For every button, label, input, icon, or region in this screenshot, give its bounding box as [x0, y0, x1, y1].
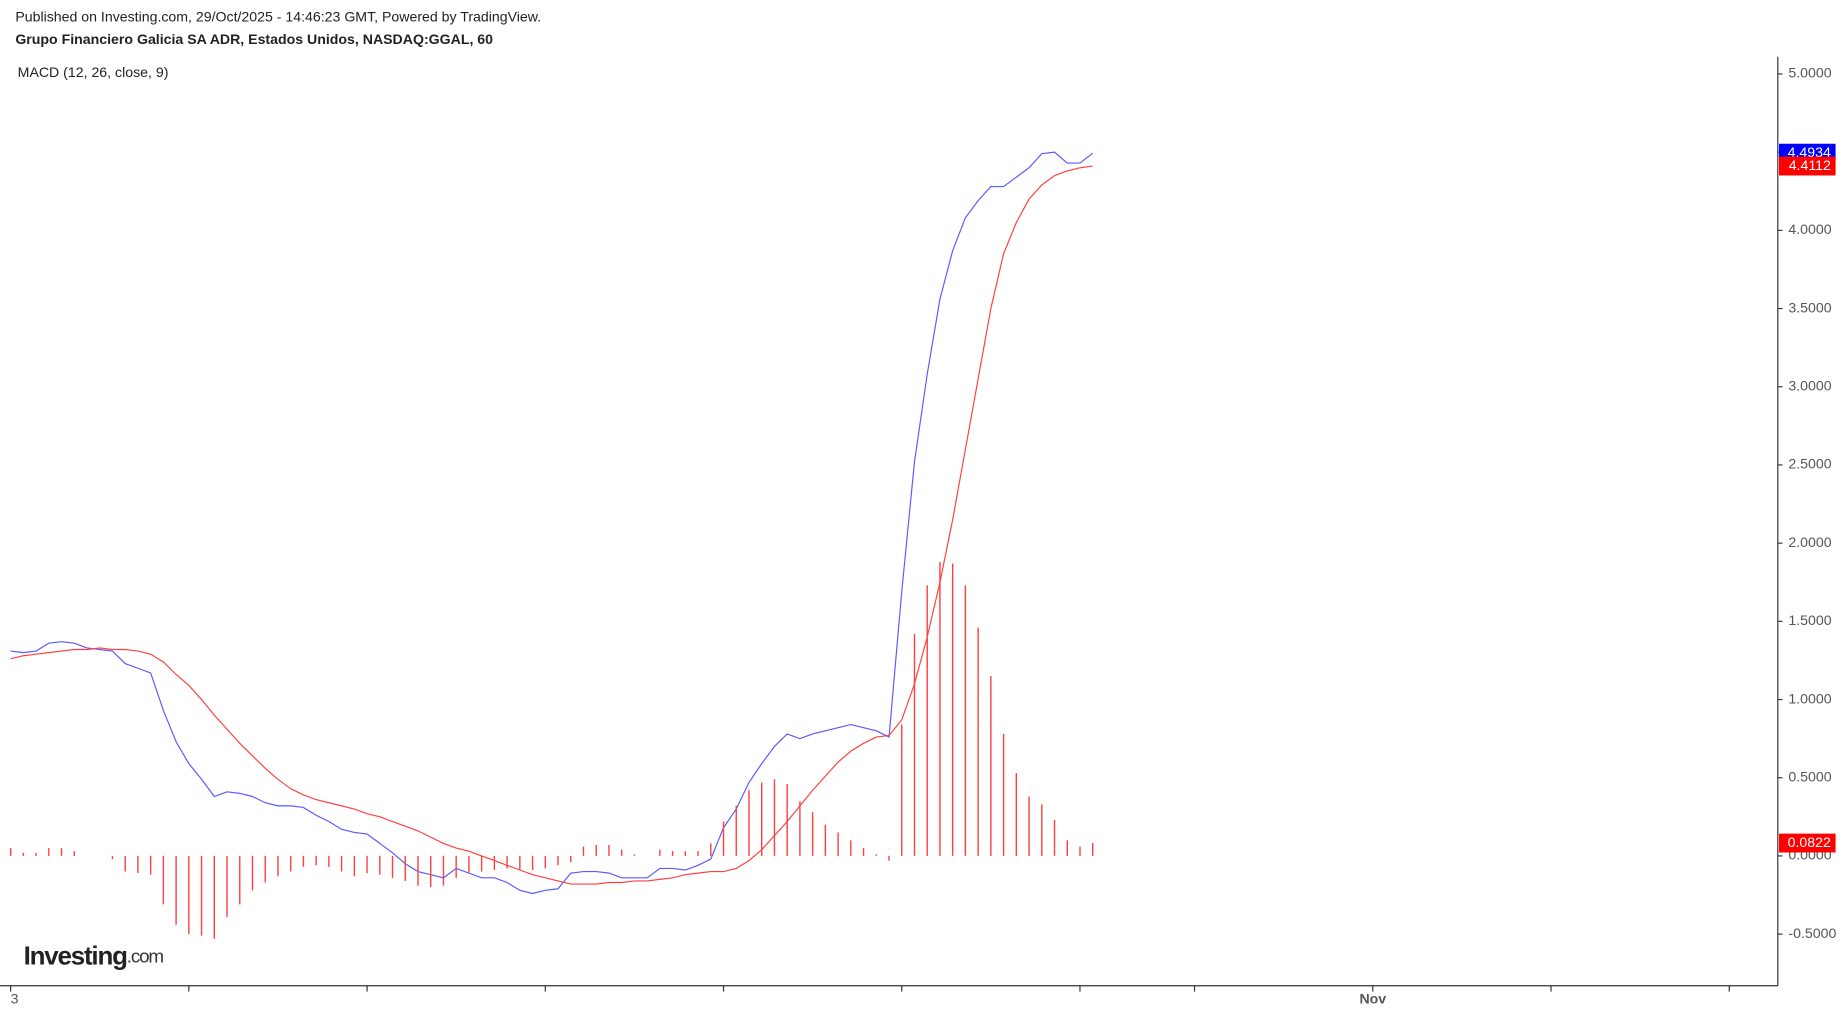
y-tick-label: 4.0000 — [1788, 221, 1831, 237]
y-tick-label: 3.5000 — [1788, 299, 1831, 315]
indicator-title: MACD (12, 26, close, 9) — [18, 64, 169, 80]
x-tick-label: Nov — [1359, 991, 1386, 1007]
instrument-title: Grupo Financiero Galicia SA ADR, Estados… — [15, 31, 493, 47]
last-value-badge — [1778, 156, 1836, 176]
logo-main: Investing — [24, 942, 128, 970]
published-note: Published on Investing.com, 29/Oct/2025 … — [15, 9, 541, 25]
y-tick-label: 1.0000 — [1788, 690, 1831, 706]
y-tick-label: -0.5000 — [1788, 925, 1836, 941]
last-value-label: 4.4934 — [1788, 144, 1831, 160]
x-tick-label: 3 — [11, 991, 19, 1007]
last-value-label: 0.0822 — [1788, 834, 1831, 850]
y-tick-label: 3.0000 — [1788, 377, 1831, 393]
last-value-badge — [1778, 833, 1836, 853]
macd-line — [10, 151, 1094, 895]
y-tick-label: 0.5000 — [1788, 768, 1831, 784]
y-tick-label: 5.0000 — [1788, 65, 1831, 81]
macd-line — [10, 165, 1093, 885]
last-value-label: 4.4112 — [1789, 157, 1831, 173]
logo-suffix: .com — [127, 945, 164, 966]
y-tick-label: 1.5000 — [1788, 612, 1831, 628]
y-tick-label: 2.5000 — [1788, 456, 1831, 472]
logo: Investing.com — [24, 942, 164, 970]
y-tick-label: 2.0000 — [1788, 534, 1831, 550]
